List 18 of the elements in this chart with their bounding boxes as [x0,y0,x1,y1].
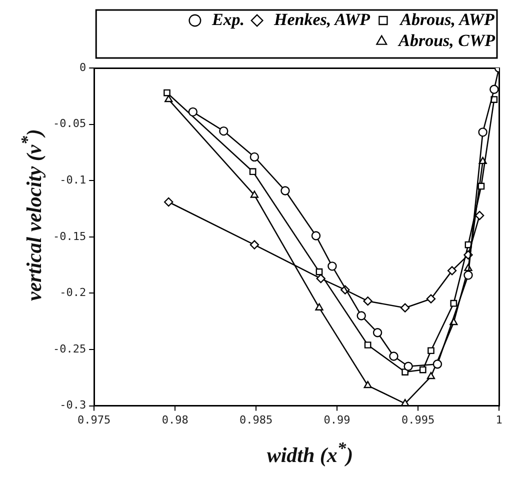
y-tick-label: -0.2 [60,286,86,300]
y-tick-label: -0.25 [52,342,86,356]
legend-label: Henkes, AWP [273,10,371,29]
y-tick-label: -0.15 [52,230,86,243]
y-tick-label: 0 [79,60,86,74]
x-tick-label: 1 [496,413,502,426]
y-tick-label: -0.05 [52,117,86,130]
x-tick-label: 0.985 [240,413,273,426]
y-tick-label: -0.1 [60,173,86,186]
x-tick-label: 0.98 [162,413,188,426]
x-tick-label: 0.99 [324,413,350,426]
legend-label: Exp. [210,10,245,29]
y-tick-label: -0.3 [60,398,86,412]
x-tick-label: 0.975 [78,413,111,426]
x-tick-label: 0.995 [401,413,435,426]
x-axis-title: width (x$^{*}$) [266,438,354,468]
legend-label: Abrous, AWP [399,10,495,29]
legend-label: Abrous, CWP [398,30,496,50]
